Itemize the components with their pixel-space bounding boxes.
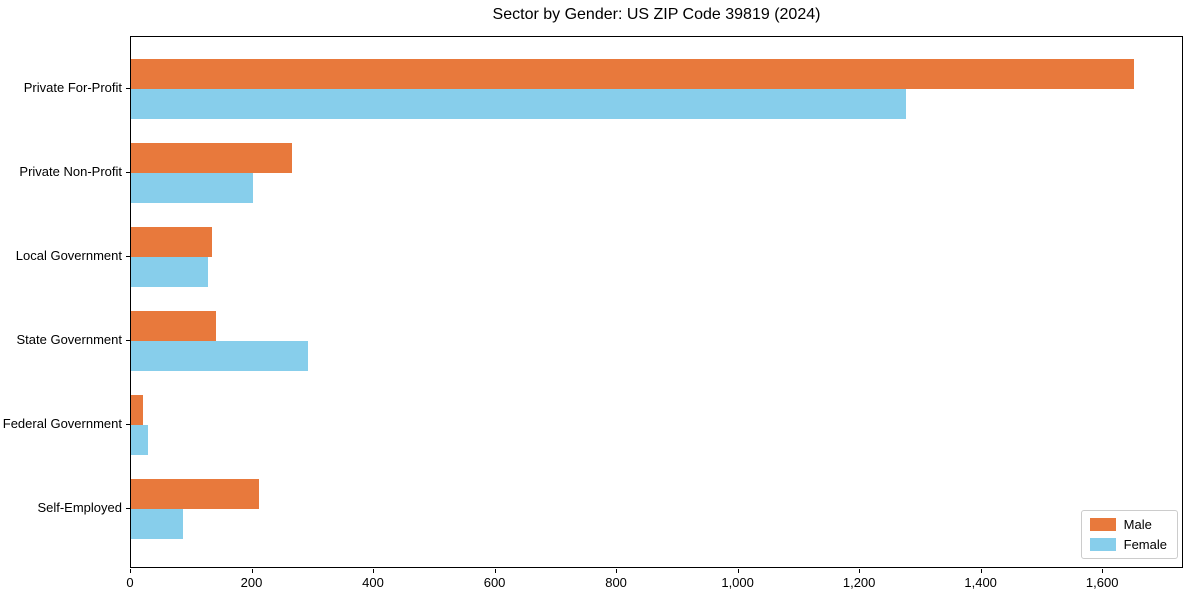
plot-area: Male Female	[130, 36, 1183, 568]
xtick-mark	[1102, 569, 1104, 573]
xtick-mark	[130, 569, 131, 573]
ytick-mark	[126, 508, 130, 509]
bar-female	[131, 256, 209, 287]
bar-male	[131, 479, 260, 509]
legend: Male Female	[1080, 510, 1178, 559]
legend-item-male: Male	[1089, 517, 1167, 532]
ytick-label: Self-Employed	[37, 500, 122, 515]
legend-label-female: Female	[1123, 537, 1167, 552]
bar-female	[131, 424, 148, 455]
ytick-label: Private Non-Profit	[19, 163, 122, 179]
xtick-mark	[373, 569, 375, 573]
ytick-mark	[126, 87, 130, 89]
female-series-swatch	[1089, 538, 1116, 551]
ytick-label: Private For-Profit	[23, 79, 122, 95]
ytick-mark	[126, 339, 130, 341]
legend-item-female: Female	[1089, 537, 1167, 552]
ytick-mark	[126, 255, 130, 257]
xtick-label: 1,200	[842, 575, 876, 590]
chart-title: Sector by Gender: US ZIP Code 39819 (202…	[492, 6, 821, 23]
ytick-label: Local Government	[15, 247, 122, 263]
xtick-mark	[859, 569, 861, 573]
xtick-label: 0	[126, 575, 134, 590]
bar-female	[131, 509, 183, 539]
xtick-mark	[616, 569, 618, 573]
ytick-mark	[126, 423, 130, 425]
bar-female	[131, 172, 253, 203]
bar-female	[131, 88, 906, 119]
bar-male	[131, 226, 213, 257]
xtick-mark	[737, 569, 739, 573]
xtick-label: 600	[483, 575, 506, 590]
xtick-label: 1,400	[964, 575, 997, 590]
legend-label-male: Male	[1123, 517, 1152, 532]
xtick-mark	[251, 569, 253, 573]
bar-male	[131, 58, 1134, 89]
ytick-label: State Government	[16, 331, 123, 347]
bar-female	[131, 340, 309, 371]
xtick-mark	[980, 569, 982, 573]
xtick-label: 400	[362, 575, 384, 590]
bar-male	[131, 394, 143, 425]
male-series-swatch	[1089, 518, 1116, 531]
xtick-label: 1,000	[721, 575, 754, 590]
ytick-label: Federal Government	[2, 415, 122, 431]
bar-male	[131, 142, 293, 173]
xtick-label: 800	[605, 575, 627, 590]
bar-male	[131, 310, 217, 341]
ytick-mark	[126, 171, 130, 173]
xtick-mark	[494, 569, 496, 573]
xtick-label: 1,600	[1085, 575, 1119, 590]
xtick-label: 200	[240, 575, 263, 590]
